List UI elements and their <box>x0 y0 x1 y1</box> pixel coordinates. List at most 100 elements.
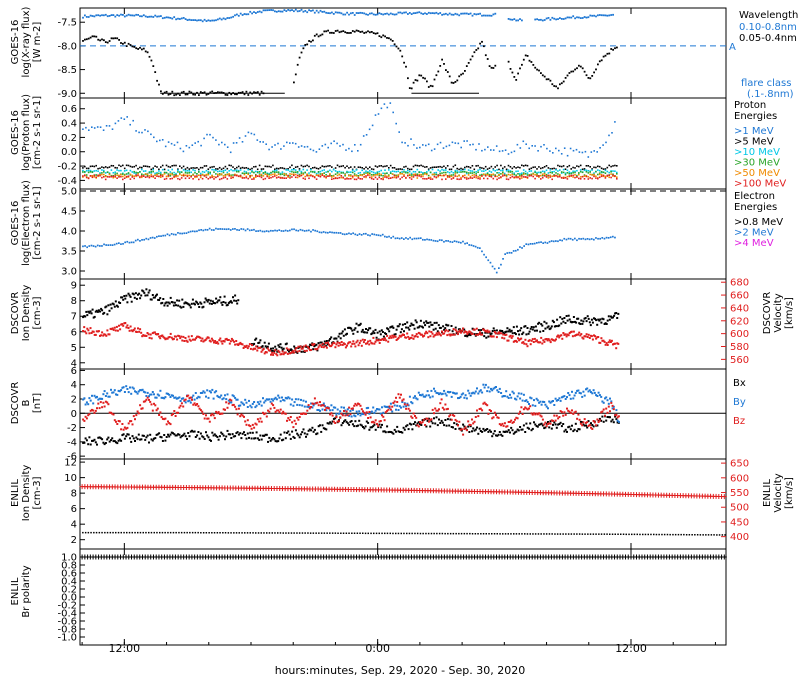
series--50-mev-point <box>217 174 219 176</box>
series-0-10-0-8nm-point <box>257 11 259 13</box>
series-velocity-point <box>398 337 400 339</box>
series-velocity-point <box>573 331 575 333</box>
series-bz-point <box>486 404 488 406</box>
series-bz-point <box>605 408 607 410</box>
series-bz-point <box>305 413 307 415</box>
series-velocity-point <box>183 340 185 342</box>
series-velocity-point <box>228 339 230 341</box>
series--1-mev-point <box>224 144 226 146</box>
series-ion-density-point <box>538 322 540 324</box>
series--30-mev-point <box>557 173 559 175</box>
series-ion-density-point <box>559 316 561 318</box>
series-bz-point <box>550 423 552 425</box>
series--5-mev-point <box>588 165 590 167</box>
series-by-point <box>442 393 444 395</box>
series--1-mev-point <box>295 143 297 145</box>
series-ion-density-point <box>211 303 213 305</box>
series-0-10-0-8nm-point <box>177 18 179 20</box>
series--2-mev-point <box>549 241 551 243</box>
series-0-10-0-8nm-point <box>557 18 559 20</box>
series--100-mev-point <box>164 178 166 180</box>
series-0-05-0-4nm-point <box>312 40 314 42</box>
series-0-05-0-4nm-point <box>521 64 523 66</box>
series-0-05-0-4nm-point <box>189 91 191 93</box>
series--2-mev-point <box>122 243 124 245</box>
series--100-mev-point <box>424 178 426 180</box>
series--5-mev-point <box>92 165 94 167</box>
series-ion-density-point <box>106 313 108 315</box>
series--30-mev-point <box>354 173 356 175</box>
series--5-mev-point <box>303 166 305 168</box>
series--50-mev-point <box>154 175 156 177</box>
series--5-mev-point <box>263 168 265 170</box>
series--5-mev-point <box>107 167 109 169</box>
series--2-mev-point <box>597 238 599 240</box>
series--5-mev-point <box>472 165 474 167</box>
series--1-mev-point <box>94 127 96 129</box>
series-by-point <box>90 400 92 402</box>
series-bz-point <box>453 415 455 417</box>
series--5-mev-point <box>132 166 134 168</box>
series-bz-point <box>310 406 312 408</box>
series-by-point <box>480 389 482 391</box>
series--5-mev-point <box>198 169 200 171</box>
series--30-mev-point <box>289 175 291 177</box>
series-ion-density-point <box>91 312 93 314</box>
series-by-point <box>284 400 286 402</box>
series-ion-density-point <box>520 327 522 329</box>
series-bx-point <box>230 437 232 439</box>
series-velocity-point <box>565 333 567 335</box>
series-bz-point <box>133 415 135 417</box>
series--30-mev-point <box>337 172 339 174</box>
series-ion-density-point <box>579 323 581 325</box>
series--100-mev-point <box>118 176 120 178</box>
series-ion-density-point <box>596 324 598 326</box>
series--5-mev-point <box>358 166 360 168</box>
series-0-05-0-4nm-point <box>477 48 479 50</box>
series-bz-point <box>615 414 617 416</box>
series--5-mev-point <box>589 166 591 168</box>
series-velocity-point <box>407 336 409 338</box>
series-velocity-point <box>118 325 120 327</box>
series--10-mev-point <box>586 170 588 172</box>
series--100-mev-point <box>255 175 257 177</box>
series-group <box>82 9 618 96</box>
series--50-mev-point <box>472 175 474 177</box>
series--10-mev-point <box>221 171 223 173</box>
series-by-point <box>322 409 324 411</box>
series--50-mev-point <box>308 175 310 177</box>
series--10-mev-point <box>219 170 221 172</box>
series--100-mev-point <box>567 178 569 180</box>
series-by-point <box>278 397 280 399</box>
series-by-point <box>152 391 154 393</box>
series--10-mev-point <box>358 172 360 174</box>
series-ion-density-point <box>509 329 511 331</box>
y-axis-title-line: [cm-2 s-1 sr-1] <box>32 96 43 169</box>
series-0-10-0-8nm-point <box>578 17 580 19</box>
y-axis-title-line: GOES-16 <box>10 20 21 65</box>
series--2-mev-point <box>542 242 544 244</box>
series-ion-density-point <box>573 316 575 318</box>
series-0-05-0-4nm-point <box>447 71 449 73</box>
y-axis-title-line: [cm-3] <box>32 476 43 509</box>
series--100-mev-point <box>137 175 139 177</box>
series-0-10-0-8nm-point <box>133 15 135 17</box>
series-bx-point <box>186 438 188 440</box>
series--10-mev-point <box>213 169 215 171</box>
series--50-mev-point <box>398 174 400 176</box>
series--10-mev-point <box>287 169 289 171</box>
series-0-10-0-8nm-point <box>92 15 94 17</box>
series--100-mev-point <box>316 178 318 180</box>
series--50-mev-point <box>339 174 341 176</box>
series-0-05-0-4nm-point <box>367 30 369 32</box>
series-0-10-0-8nm-point <box>610 14 612 16</box>
series--5-mev-point <box>329 165 331 167</box>
series-bz-point <box>563 411 565 413</box>
series-velocity-point <box>403 334 405 336</box>
series-ion-density-point <box>255 338 257 340</box>
series-by-point <box>258 403 260 405</box>
series-bz-point <box>297 419 299 421</box>
series-bx-point <box>206 435 208 437</box>
series--2-mev-point <box>186 232 188 234</box>
series--100-mev-point <box>143 175 145 177</box>
